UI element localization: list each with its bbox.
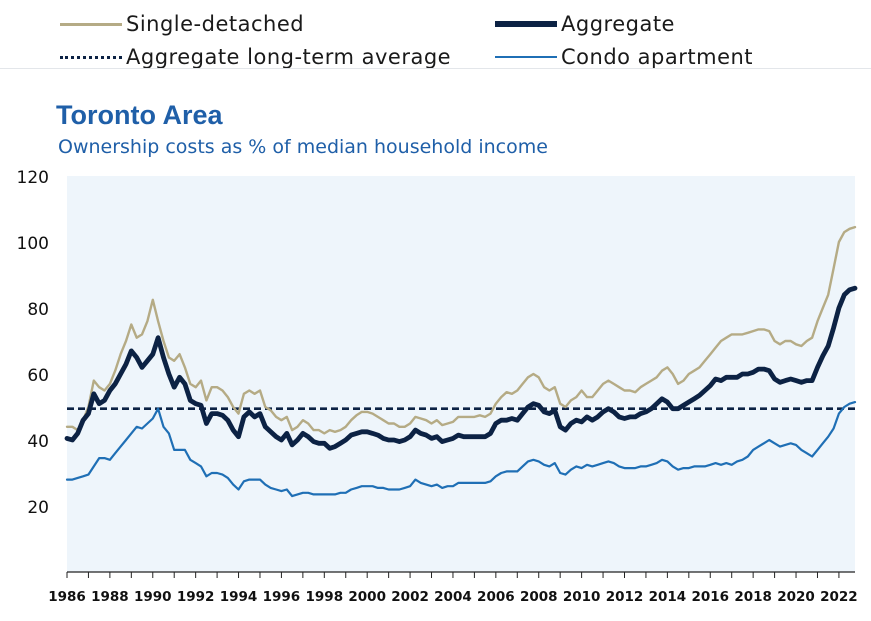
- condo-apartment-line: [65, 401, 857, 498]
- chart-legend: Single-detached Aggregate Aggregate long…: [0, 0, 871, 80]
- x-tick-label: 2014: [649, 589, 687, 605]
- x-tick-label: 1988: [91, 589, 129, 605]
- x-tick-label: 2020: [777, 589, 815, 605]
- legend-item-aggregate-average: Aggregate long-term average: [60, 42, 451, 72]
- x-tick-label: 2002: [391, 589, 429, 605]
- legend-label-aggregate: Aggregate: [561, 12, 675, 36]
- x-tick-label: 2006: [477, 589, 515, 605]
- aggregate-line: [64, 285, 858, 451]
- plot-area: [67, 176, 855, 572]
- line-chart: 20 40 60 80 100 120 1986 1988 1990 1992 1994 1996 19…: [17, 168, 858, 605]
- y-tick-label: 100: [17, 234, 49, 254]
- x-tick-label: 2010: [563, 589, 601, 605]
- legend-label-single-detached: Single-detached: [126, 12, 305, 36]
- x-tick-label: 1992: [177, 589, 215, 605]
- x-tick-label: 1998: [306, 589, 344, 605]
- legend-swatch-aggregate: [495, 21, 557, 27]
- x-tick-label: 2004: [434, 589, 472, 605]
- legend-divider: [0, 68, 871, 69]
- x-tick-label: 2018: [734, 589, 772, 605]
- legend-item-aggregate: Aggregate: [495, 9, 675, 39]
- legend-label-condo: Condo apartment: [561, 45, 754, 69]
- x-tick-label: 1994: [220, 589, 258, 605]
- x-tick-label: 2022: [820, 589, 858, 605]
- legend-swatch-aggregate-average: [60, 55, 122, 59]
- x-tick-label: 2016: [691, 589, 729, 605]
- y-tick-label: 120: [17, 168, 49, 188]
- x-tick-label: 2008: [520, 589, 558, 605]
- chart-subtitle: Ownership costs as % of median household…: [58, 136, 548, 158]
- y-tick-label: 60: [27, 366, 49, 386]
- y-tick-label: 20: [27, 498, 49, 518]
- chart-title: Toronto Area: [56, 100, 223, 130]
- x-tick-label: 1990: [134, 589, 172, 605]
- legend-item-condo: Condo apartment: [495, 42, 753, 72]
- legend-item-single-detached: Single-detached: [60, 9, 304, 39]
- legend-swatch-condo: [495, 56, 557, 58]
- single-detached-line: [65, 225, 857, 435]
- x-tick-label: 1986: [48, 589, 86, 605]
- legend-swatch-single-detached: [60, 22, 122, 26]
- x-tick-label: 2000: [348, 589, 386, 605]
- x-tick-label: 1996: [263, 589, 301, 605]
- y-tick-label: 80: [27, 300, 49, 320]
- y-tick-label: 40: [27, 432, 49, 452]
- x-tick-label: 2012: [606, 589, 644, 605]
- legend-label-aggregate-average: Aggregate long-term average: [126, 45, 452, 69]
